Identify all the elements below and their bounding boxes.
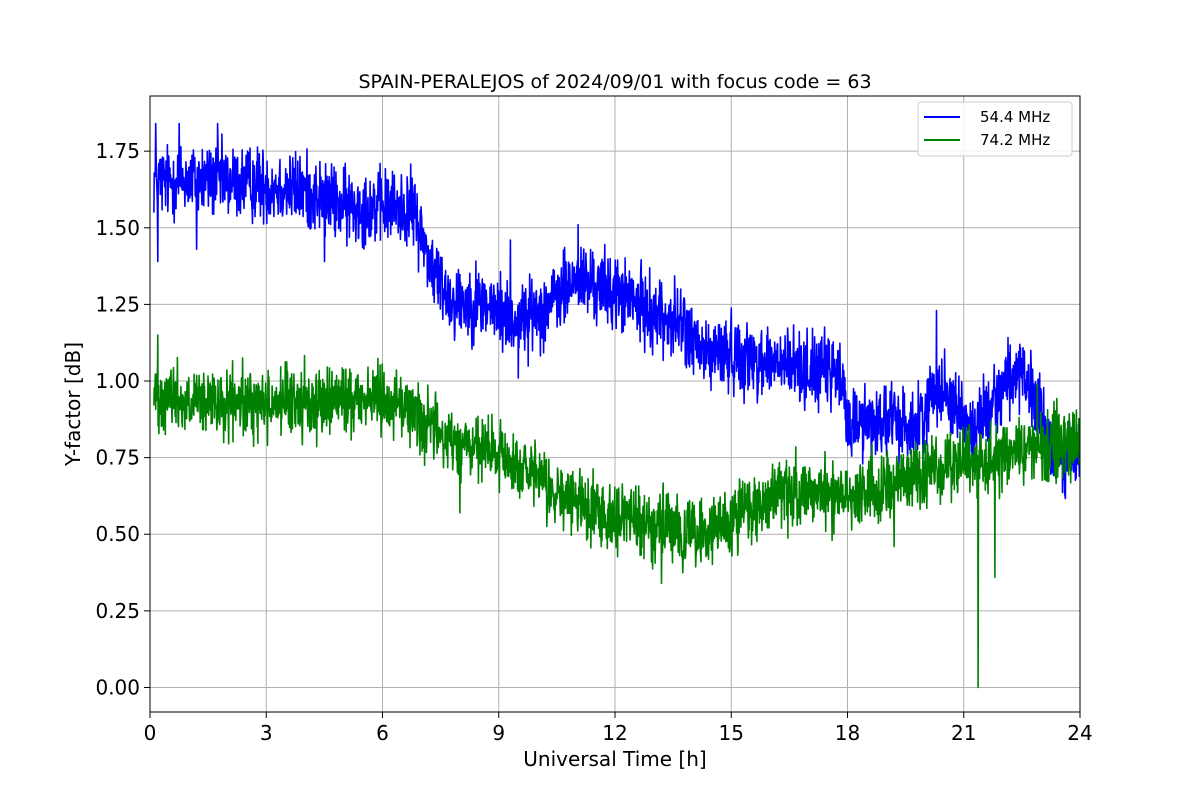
x-tick-label: 21: [951, 721, 976, 745]
legend-label-54mhz: 54.4 MHz: [980, 108, 1050, 126]
x-tick-label: 15: [719, 721, 744, 745]
x-tick-label: 12: [602, 721, 627, 745]
x-tick-label: 24: [1067, 721, 1092, 745]
x-tick-label: 0: [144, 721, 157, 745]
y-tick-label: 0.25: [95, 599, 140, 623]
legend-box: [917, 101, 1073, 157]
x-axis: 0 3 6 9 12 15 18 21 24: [144, 712, 1093, 745]
y-axis-label: Y-factor [dB]: [61, 342, 85, 467]
y-tick-label: 0.00: [95, 675, 140, 699]
series-line-0: [153, 122, 1080, 500]
x-tick-label: 3: [260, 721, 273, 745]
series-layer: [153, 122, 1080, 689]
y-tick-label: 1.25: [95, 292, 140, 316]
y-tick-label: 1.50: [95, 216, 140, 240]
series-line-1: [153, 334, 1080, 689]
y-tick-label: 0.50: [95, 522, 140, 546]
x-tick-label: 9: [492, 721, 505, 745]
y-tick-label: 1.75: [95, 139, 140, 163]
x-tick-label: 18: [835, 721, 860, 745]
legend-label-74mhz: 74.2 MHz: [980, 131, 1050, 149]
legend: 54.4 MHz 74.2 MHz: [917, 101, 1073, 157]
y-tick-label: 1.00: [95, 369, 140, 393]
chart-title: SPAIN-PERALEJOS of 2024/09/01 with focus…: [358, 71, 871, 93]
x-tick-label: 6: [376, 721, 389, 745]
y-axis: 0.00 0.25 0.50 0.75 1.00 1.25 1.50 1.75: [95, 139, 150, 699]
x-axis-label: Universal Time [h]: [523, 747, 706, 771]
y-tick-label: 0.75: [95, 446, 140, 470]
